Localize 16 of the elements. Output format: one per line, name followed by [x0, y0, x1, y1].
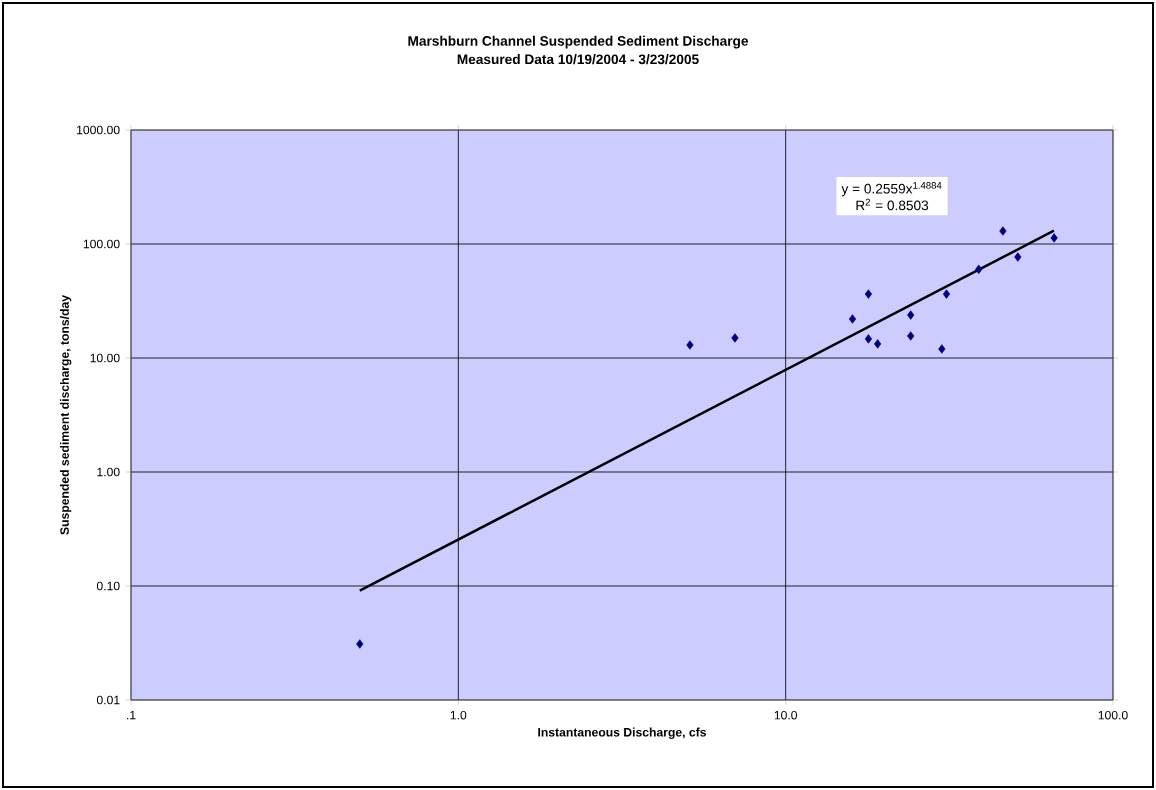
x-tick-label: 100.0 — [1098, 710, 1128, 720]
x-tick-label: 10.0 — [774, 710, 798, 720]
y-tick-label: 0.01 — [96, 695, 120, 705]
x-tick-label: 1.0 — [450, 710, 467, 720]
chart-subtitle: Measured Data 10/19/2004 - 3/23/2005 — [457, 54, 699, 65]
y-axis-title: Suspended sediment discharge, tons/day — [59, 295, 72, 535]
x-axis-title: Instantaneous Discharge, cfs — [538, 727, 707, 740]
y-tick-label: 0.10 — [96, 581, 120, 591]
y-tick-label: 1000.00 — [77, 125, 120, 135]
y-tick-label: 10.00 — [90, 353, 120, 363]
y-tick-label: 1.00 — [97, 467, 120, 477]
y-tick-label: 100.00 — [83, 239, 120, 249]
annotation: y = 0.2559x$^{1.4884}$ — [841, 182, 942, 197]
chart-title: Marshburn Channel Suspended Sediment Discharge — [408, 35, 749, 49]
annotation: R$^{2}$ = 0.8503 — [856, 198, 929, 211]
x-tick-label: .1 — [127, 710, 136, 720]
